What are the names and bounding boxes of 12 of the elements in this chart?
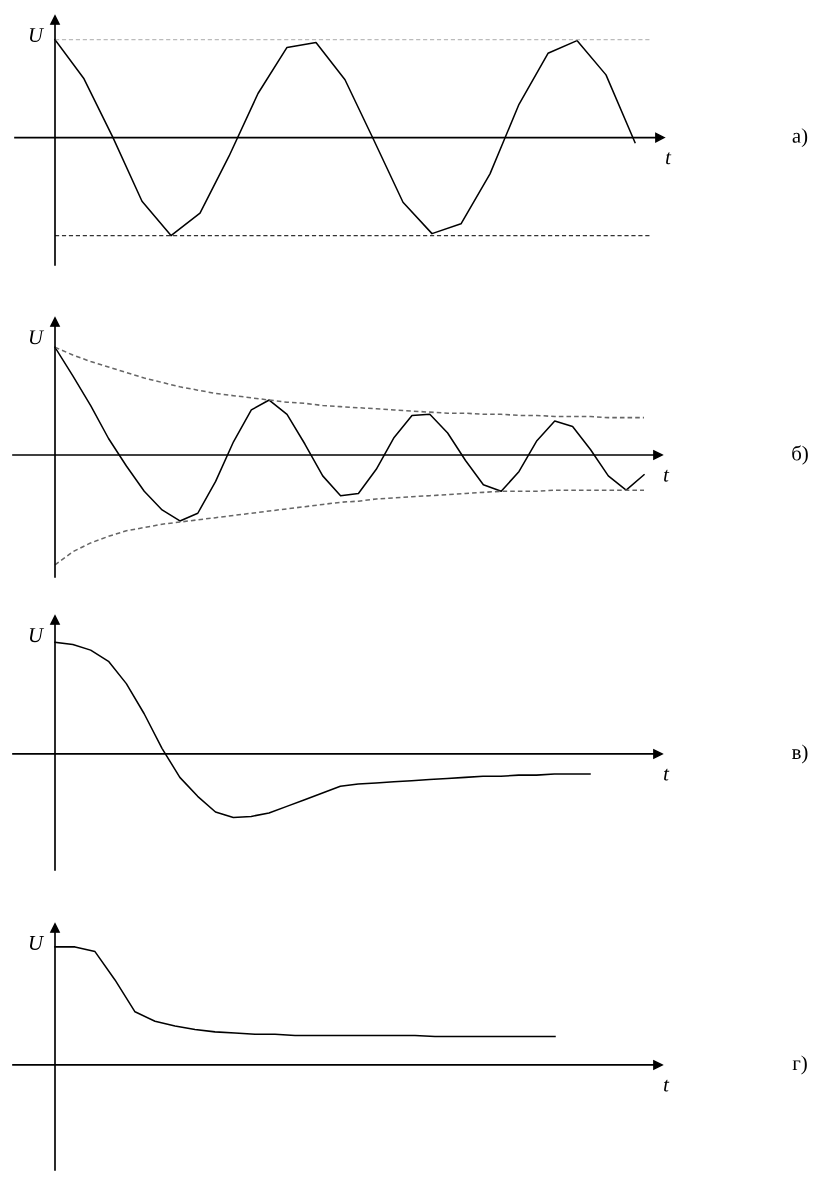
text: в) (791, 744, 808, 764)
text: г) (792, 1055, 807, 1075)
x-axis-title: t (666, 152, 672, 165)
y-axis-title: U (29, 28, 45, 43)
x-axis-title: t (664, 469, 670, 482)
x-axis-title: t (664, 1079, 670, 1092)
x-axis-title: t (664, 768, 670, 781)
y-axis-title: U (29, 330, 45, 345)
text: б) (792, 445, 808, 465)
text: а) (792, 128, 808, 148)
y-axis-title: U (29, 936, 45, 950)
y-axis-title: U (29, 628, 45, 643)
